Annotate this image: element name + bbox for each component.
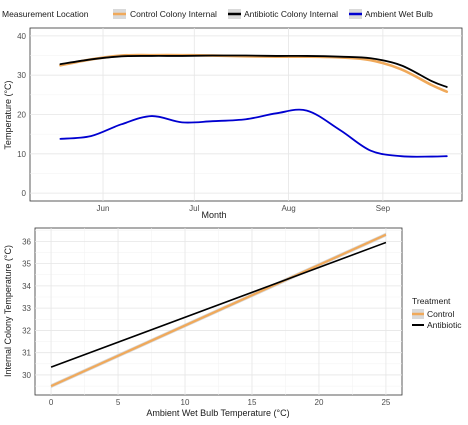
series-antibiotic-internal	[59, 54, 448, 88]
bottom-y-tick-label: 35	[22, 260, 31, 269]
bottom-tick-labels: 0 5 10 15 20 25 30 31 32 33 34 35 36	[22, 237, 391, 407]
top-y-tick-label: 10	[17, 150, 26, 159]
bottom-y-tick-label: 36	[22, 237, 31, 246]
bottom-x-tick-label: 5	[116, 398, 121, 407]
bottom-y-tick-label: 33	[22, 304, 31, 313]
bottom-series-lines	[50, 232, 387, 389]
right-legend: Treatment Control Antibiotic	[412, 296, 462, 330]
top-legend-title: Measurement Location	[2, 9, 89, 19]
top-y-tick-label: 20	[17, 111, 26, 120]
series-control	[50, 233, 387, 388]
top-x-axis-label: Month	[201, 210, 226, 220]
bottom-x-tick-label: 10	[181, 398, 190, 407]
legend-label-wetbulb: Ambient Wet Bulb	[365, 9, 433, 19]
legend-label-control-internal: Control Colony Internal	[130, 9, 217, 19]
bottom-x-tick-label: 20	[315, 398, 324, 407]
top-legend: Measurement Location Control Colony Inte…	[2, 9, 433, 19]
top-x-tick-label: Jul	[189, 204, 199, 213]
bottom-x-tick-label: 25	[381, 398, 390, 407]
top-series-lines	[59, 53, 449, 158]
bottom-x-tick-label: 0	[49, 398, 54, 407]
top-x-tick-label: Jun	[97, 204, 110, 213]
legend-label-control: Control	[427, 309, 455, 319]
bottom-y-tick-label: 30	[22, 371, 31, 380]
bottom-y-tick-label: 32	[22, 326, 31, 335]
bottom-gridlines	[35, 228, 402, 395]
bottom-x-axis-label: Ambient Wet Bulb Temperature (°C)	[146, 408, 289, 418]
bottom-y-axis-label: Internal Colony Temperature (°C)	[3, 245, 13, 377]
bottom-y-tick-label: 34	[22, 282, 31, 291]
top-tick-labels: 010203040JunJulAugSepOct	[17, 32, 468, 213]
top-x-tick-label: Sep	[376, 204, 391, 213]
top-y-tick-label: 40	[17, 32, 26, 41]
bottom-x-tick-label: 15	[248, 398, 257, 407]
series-ambient-wet-bulb	[59, 108, 448, 158]
bottom-y-tick-label: 31	[22, 349, 31, 358]
top-x-tick-label: Aug	[281, 204, 295, 213]
series-antibiotic	[50, 241, 387, 368]
top-plot-panel: 010203040JunJulAugSepOct Month Temperatu…	[3, 27, 468, 220]
top-y-tick-label: 30	[17, 71, 26, 80]
bottom-plot-panel: 0 5 10 15 20 25 30 31 32 33 34 35 36 Ambient Wet Bul…	[3, 227, 403, 418]
top-y-tick-label: 0	[22, 189, 27, 198]
right-legend-title: Treatment	[412, 296, 451, 306]
top-y-axis-label: Temperature (°C)	[3, 80, 13, 149]
legend-label-antibiotic: Antibiotic	[427, 320, 462, 330]
legend-label-antibiotic-internal: Antibiotic Colony Internal	[244, 9, 338, 19]
